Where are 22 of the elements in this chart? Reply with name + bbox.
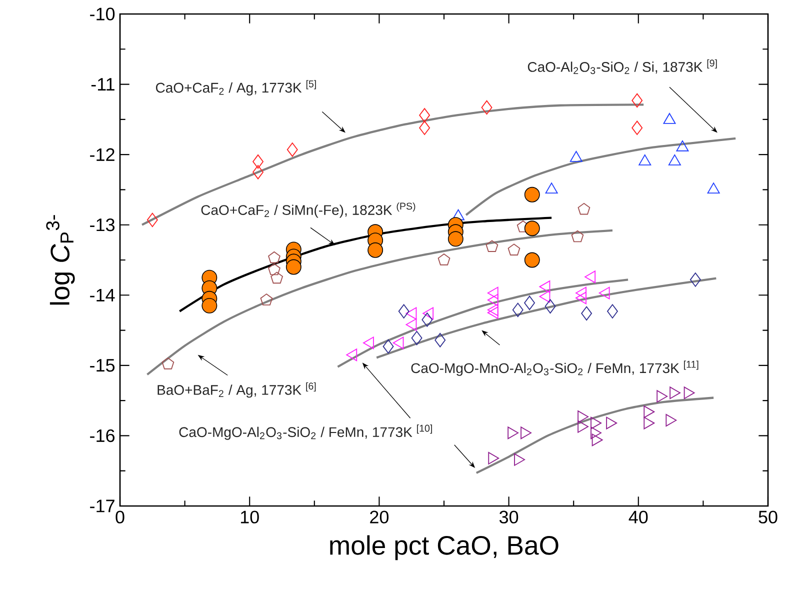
y-tick-label: -10 <box>90 8 115 20</box>
x-tick-label: 20 <box>370 510 389 524</box>
annotation: CaO-MgO-MnO-Al$_{2}$O$_{3}$-SiO$_{2}$ / FeMn, 1773K $^{[11]}$ <box>411 360 698 376</box>
x-tick-label: 40 <box>628 510 648 524</box>
annotation: BaO+BaF$_{2}$ / Ag, 1773K $^{[6]}$ <box>158 382 316 398</box>
y-axis-title: log C$_{P}$3- <box>46 215 75 305</box>
annotation: CaO+CaF$_{2}$ / Ag, 1773K $^{[5]}$ <box>156 80 316 96</box>
annotation: CaO-MgO-Al$_{2}$O$_{3}$-SiO$_{2}$ / FeMn, 1773K $^{[10]}$ <box>179 424 432 440</box>
y-tick-label: -13 <box>90 218 115 232</box>
x-axis-title: mole pct CaO, BaO <box>330 535 558 560</box>
y-tick-label: -17 <box>90 500 114 512</box>
y-tick-label: -14 <box>90 288 115 302</box>
y-tick-label: -15 <box>90 359 115 372</box>
annotation: CaO+CaF$_{2}$ / SiMn(-Fe), 1823K $^{(PS)}$ <box>201 202 416 218</box>
y-tick-label: -12 <box>90 148 114 161</box>
y-tick-label: -11 <box>91 78 114 90</box>
annotation: CaO-Al$_{2}$O$_{3}$-SiO$_{2}$ / Si, 1873K $^{[9]}$ <box>528 59 717 74</box>
y-tick-label: -16 <box>90 429 115 442</box>
x-tick-label: 50 <box>758 510 778 524</box>
x-tick-label: 10 <box>240 510 259 524</box>
x-tick-label: 0 <box>116 510 124 524</box>
x-tick-label: 30 <box>499 510 518 524</box>
